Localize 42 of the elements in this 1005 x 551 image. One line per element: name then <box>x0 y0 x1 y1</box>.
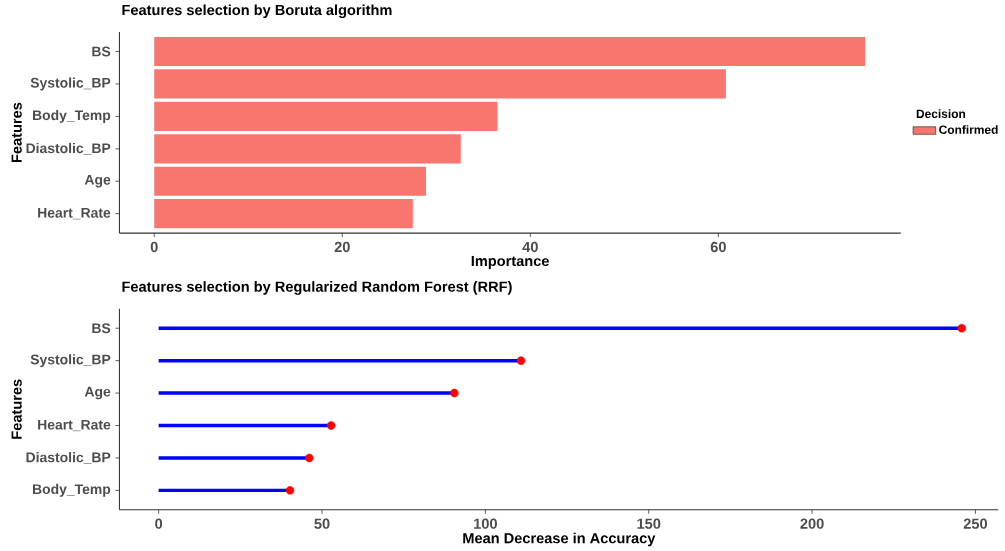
x-tick-label: 200 <box>800 518 824 529</box>
bar <box>154 69 726 99</box>
y-tick-label: Body_Temp <box>32 484 111 498</box>
x-tick-label: 100 <box>474 518 497 529</box>
point <box>305 453 314 463</box>
x-tick-label: 150 <box>637 518 661 529</box>
y-tick-label: Body_Temp <box>32 110 111 124</box>
y-axis-title: Features <box>11 102 22 163</box>
point <box>285 486 295 495</box>
x-tick-label: 20 <box>334 241 350 253</box>
point <box>957 324 966 333</box>
y-tick-label: Systolic_BP <box>30 354 111 368</box>
chart-title: Features selection by Boruta algorithm <box>122 4 392 19</box>
legend-label: Confirmed <box>939 125 998 135</box>
x-tick-label: 0 <box>150 241 158 253</box>
bar <box>154 37 866 67</box>
point <box>516 356 526 366</box>
x-tick-label: 250 <box>963 518 988 529</box>
chart-title: Features selection by Regularized Random Forest (RRF) <box>122 281 512 295</box>
point <box>450 389 459 398</box>
y-tick-label: BS <box>92 323 111 334</box>
bar <box>154 101 498 132</box>
y-tick-label: BS <box>92 46 111 57</box>
y-tick-label: Systolic_BP <box>30 77 111 91</box>
y-tick-label: Age <box>84 175 111 188</box>
bar <box>154 166 426 196</box>
bar <box>154 199 413 229</box>
y-tick-label: Heart_Rate <box>38 420 111 432</box>
x-tick-label: 60 <box>710 241 726 253</box>
y-axis-title: Features <box>11 379 22 439</box>
legend-title: Decision <box>916 109 966 119</box>
y-tick-label: Diastolic_BP <box>26 143 111 155</box>
y-tick-label: Age <box>84 386 111 400</box>
x-axis-title: Mean Decrease in Accuracy <box>463 532 656 547</box>
y-tick-label: Heart_Rate <box>38 208 111 220</box>
x-tick-label: 40 <box>522 241 538 253</box>
x-axis-title: Importance <box>471 256 549 270</box>
x-tick-label: 0 <box>155 518 163 529</box>
x-tick-label: 50 <box>314 518 330 529</box>
point <box>326 421 336 430</box>
y-tick-label: Diastolic_BP <box>26 452 111 465</box>
bar <box>154 134 461 164</box>
